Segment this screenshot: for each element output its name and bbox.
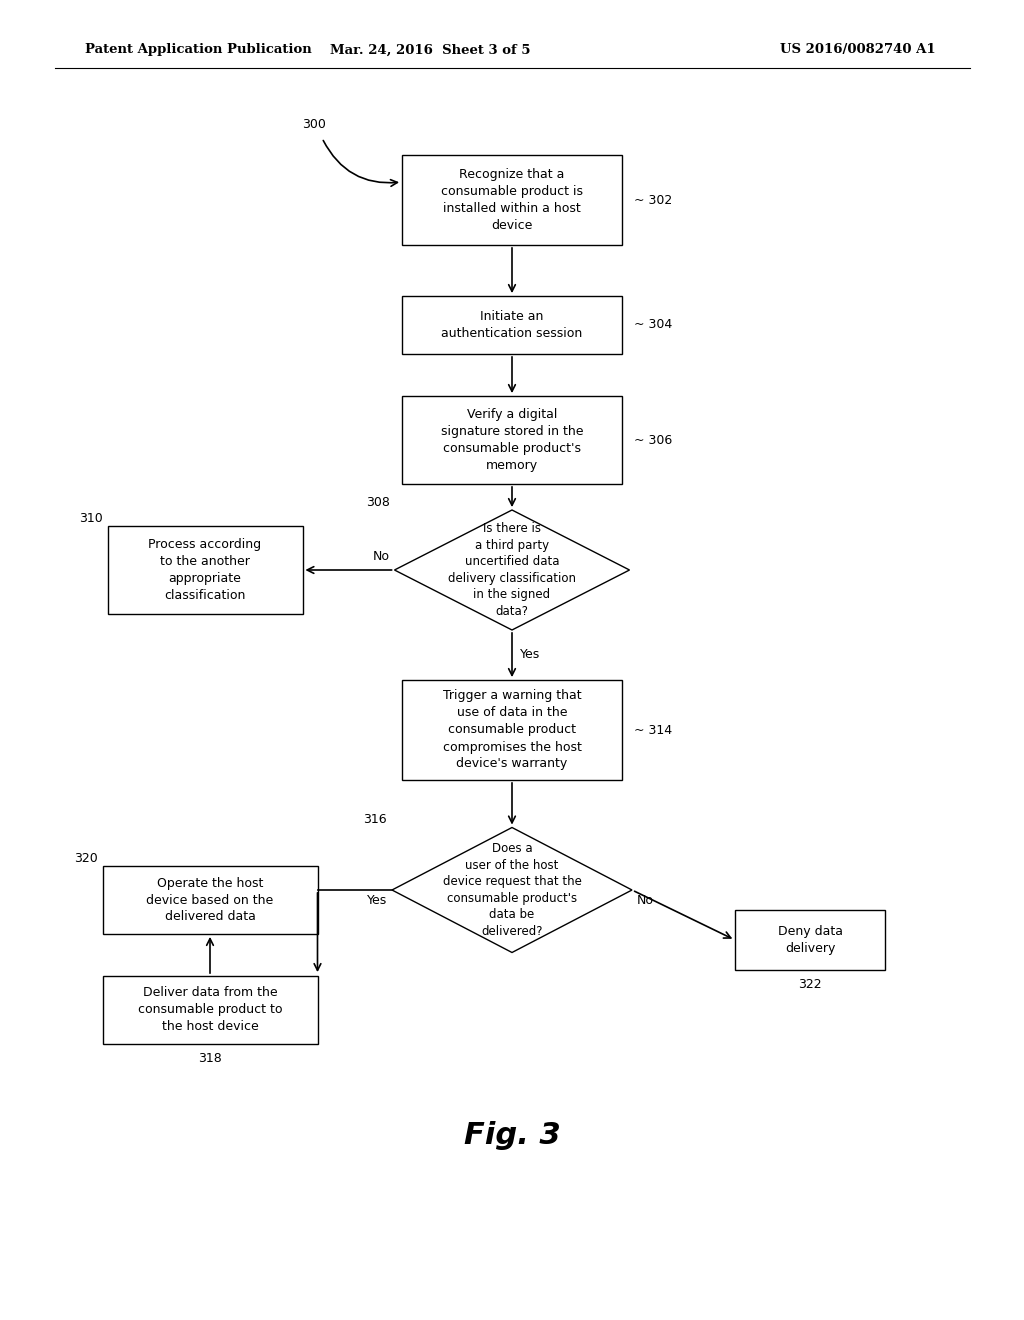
Text: Recognize that a
consumable product is
installed within a host
device: Recognize that a consumable product is i… [441, 168, 583, 232]
Polygon shape [392, 828, 632, 953]
Text: 322: 322 [798, 978, 822, 990]
Text: Mar. 24, 2016  Sheet 3 of 5: Mar. 24, 2016 Sheet 3 of 5 [330, 44, 530, 57]
Polygon shape [394, 510, 630, 630]
Bar [402, 296, 622, 354]
Text: Process according
to the another
appropriate
classification: Process according to the another appropr… [148, 539, 261, 602]
Text: 318: 318 [198, 1052, 222, 1064]
Text: 310: 310 [79, 511, 102, 524]
Text: ~ 304: ~ 304 [634, 318, 672, 331]
Text: Yes: Yes [367, 894, 387, 907]
Text: Yes: Yes [520, 648, 541, 661]
Text: Deny data
delivery: Deny data delivery [777, 925, 843, 954]
Text: No: No [637, 894, 654, 907]
Bar [735, 909, 885, 970]
Text: ~ 302: ~ 302 [634, 194, 672, 206]
Text: 320: 320 [74, 851, 97, 865]
Bar [402, 396, 622, 484]
Text: Does a
user of the host
device request that the
consumable product's
data be
del: Does a user of the host device request t… [442, 842, 582, 937]
Text: Operate the host
device based on the
delivered data: Operate the host device based on the del… [146, 876, 273, 924]
Text: Patent Application Publication: Patent Application Publication [85, 44, 311, 57]
Text: ~ 306: ~ 306 [634, 433, 672, 446]
Bar [402, 154, 622, 246]
Text: Is there is
a third party
uncertified data
delivery classification
in the signed: Is there is a third party uncertified da… [449, 523, 575, 618]
Text: Deliver data from the
consumable product to
the host device: Deliver data from the consumable product… [138, 986, 283, 1034]
Bar [102, 866, 317, 935]
Bar [402, 680, 622, 780]
Text: 300: 300 [302, 119, 326, 132]
Text: ~ 314: ~ 314 [634, 723, 672, 737]
Text: Trigger a warning that
use of data in the
consumable product
compromises the hos: Trigger a warning that use of data in th… [442, 689, 582, 771]
Text: 308: 308 [366, 495, 389, 508]
Text: No: No [373, 549, 389, 562]
Text: US 2016/0082740 A1: US 2016/0082740 A1 [780, 44, 936, 57]
Bar [102, 975, 317, 1044]
Bar [108, 525, 302, 614]
Text: Verify a digital
signature stored in the
consumable product's
memory: Verify a digital signature stored in the… [440, 408, 584, 473]
Text: Fig. 3: Fig. 3 [464, 1121, 560, 1150]
Text: 316: 316 [364, 813, 387, 826]
Text: Initiate an
authentication session: Initiate an authentication session [441, 310, 583, 341]
